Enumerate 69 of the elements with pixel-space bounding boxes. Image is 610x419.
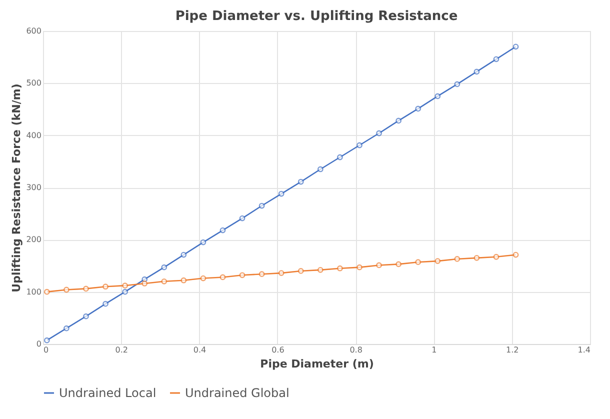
point [317, 266, 324, 273]
point [161, 278, 168, 284]
point [454, 81, 460, 88]
point [356, 142, 362, 148]
point [220, 274, 226, 280]
point [298, 268, 304, 274]
point [258, 202, 265, 209]
point [83, 286, 89, 292]
x-tick-label: 0.6 [272, 346, 284, 354]
point [356, 264, 362, 270]
point [102, 300, 108, 307]
point [434, 258, 441, 264]
point [239, 272, 246, 278]
point [376, 130, 382, 136]
y-tick-label: 200 [26, 235, 42, 244]
point [278, 270, 284, 276]
y-tick-label: 400 [26, 130, 42, 140]
y-tick-label: 500 [26, 78, 42, 88]
point [122, 288, 128, 295]
point [415, 259, 422, 266]
chart-title: Pipe Diameter vs. Uplifting Resistance [175, 9, 458, 24]
point [376, 262, 382, 268]
x-axis-title: Pipe Diameter (m) [260, 358, 374, 370]
point [493, 254, 500, 260]
legend-label: Undrained Global [185, 386, 290, 400]
point [512, 44, 519, 50]
point [493, 56, 500, 62]
x-tick-label: 0.4 [193, 346, 206, 354]
point [337, 265, 343, 272]
legend-label: Undrained Local [59, 386, 156, 400]
point [44, 337, 50, 344]
point [83, 313, 89, 320]
y-tick-label: 0 [36, 340, 42, 348]
x-tick-label: 1.2 [506, 346, 519, 354]
point [317, 166, 324, 172]
point [102, 284, 108, 290]
point [415, 106, 422, 112]
point [474, 68, 480, 75]
x-tick-label: 0.2 [115, 346, 128, 354]
point [512, 252, 519, 258]
point [200, 275, 206, 282]
point [180, 277, 187, 284]
point [200, 239, 206, 246]
y-tick-label: 100 [26, 287, 42, 296]
point [63, 286, 70, 293]
y-axis-title: Uplifting Resistance Force (kN/m) [10, 84, 24, 292]
y-tick-label: 300 [26, 183, 42, 192]
x-tick-label: 0.8 [350, 346, 362, 354]
point [337, 154, 343, 160]
x-tick-label: 0 [44, 346, 49, 354]
point [396, 118, 402, 124]
point [161, 264, 168, 270]
point [298, 178, 304, 185]
point [434, 93, 441, 100]
point [396, 261, 402, 268]
point [278, 190, 284, 197]
point [142, 280, 148, 286]
y-tick-label: 600 [26, 26, 42, 36]
point [454, 256, 460, 262]
x-tick-label: 1.4 [578, 346, 590, 354]
x-tick-label: 1 [432, 346, 437, 354]
point [258, 271, 265, 278]
point [239, 215, 246, 222]
point [474, 254, 480, 261]
point [44, 288, 50, 295]
point [122, 282, 128, 289]
point [63, 325, 70, 332]
point [220, 227, 226, 234]
point [180, 252, 187, 258]
